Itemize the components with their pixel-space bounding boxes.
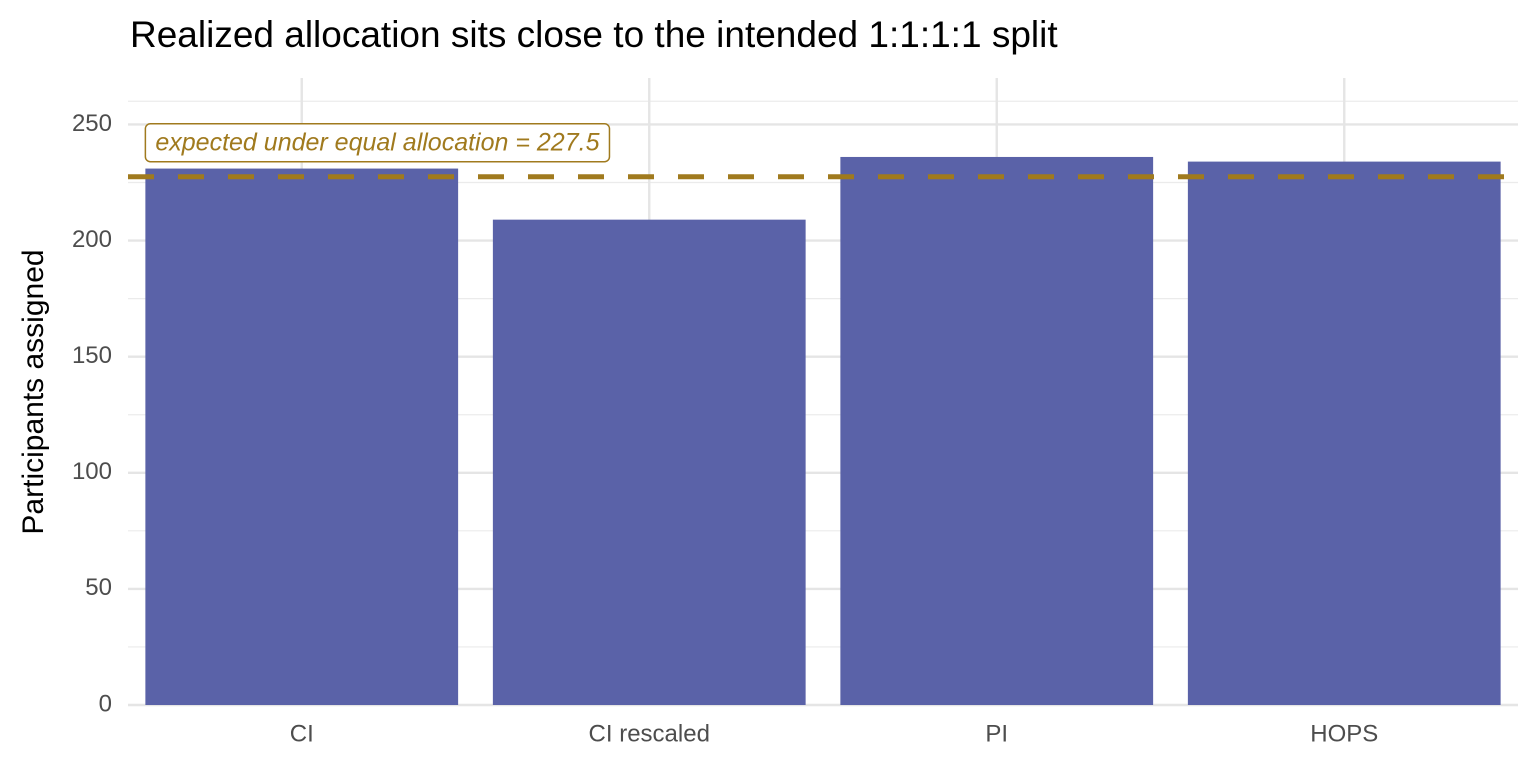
y-tick-label: 0	[99, 690, 112, 717]
x-tick-label: CI rescaled	[589, 720, 710, 747]
bar	[492, 219, 806, 705]
x-tick-label: CI	[290, 720, 314, 747]
y-tick-label: 250	[72, 110, 112, 137]
bar	[1187, 161, 1501, 706]
y-tick-label: 50	[85, 574, 112, 601]
x-tick-label: PI	[985, 720, 1008, 747]
bar	[840, 156, 1154, 705]
annotation-box	[144, 122, 611, 163]
x-tick-label: HOPS	[1310, 720, 1378, 747]
annotation-label: expected under equal allocation = 227.5	[155, 128, 599, 156]
bar	[145, 168, 459, 706]
y-tick-label: 200	[72, 226, 112, 253]
y-tick-label: 150	[72, 342, 112, 369]
y-axis-label: Participants assigned	[17, 249, 50, 534]
chart-title: Realized allocation sits close to the in…	[130, 14, 1058, 55]
y-tick-label: 100	[72, 458, 112, 485]
